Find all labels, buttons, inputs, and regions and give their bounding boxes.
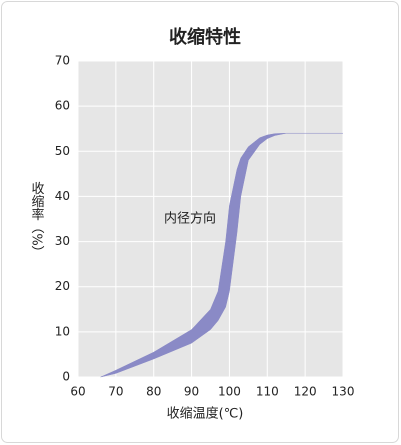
x-tick-label: 80: [146, 385, 161, 399]
x-tick-label: 60: [70, 385, 85, 399]
x-tick-label: 110: [256, 385, 279, 399]
x-tick-label: 90: [184, 385, 199, 399]
x-axis-label: 收缩温度(℃): [167, 406, 244, 422]
y-tick-label: 20: [55, 279, 70, 293]
chart-title: 收缩特性: [169, 26, 241, 48]
y-tick-label: 50: [55, 144, 70, 158]
y-tick-label: 60: [55, 99, 70, 113]
x-tick-label: 120: [294, 385, 317, 399]
y-tick-label: 40: [55, 189, 70, 203]
y-tick-label: 30: [55, 234, 70, 248]
y-tick-label: 0: [62, 370, 70, 384]
y-axis-label: 收缩率（%）: [29, 181, 45, 258]
annotation: 内径方向: [164, 211, 216, 227]
y-tick-label: 10: [55, 324, 70, 338]
band-area: [100, 132, 343, 378]
x-tick-label: 100: [218, 385, 241, 399]
x-tick-label: 70: [108, 385, 123, 399]
x-tick-label: 130: [332, 385, 355, 399]
y-tick-label: 70: [55, 54, 70, 68]
